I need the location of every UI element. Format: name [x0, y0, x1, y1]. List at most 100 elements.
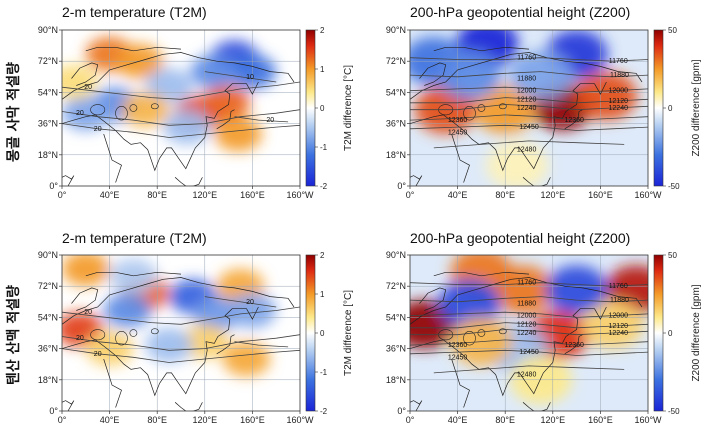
colorbar-tick-label: -50	[668, 182, 680, 191]
contour-label: 11760	[609, 283, 628, 290]
lake-outline	[90, 329, 106, 341]
panel-2: 200-hPa geopotential height (Z200) 11760 1…	[386, 4, 702, 200]
contour-label: 12000	[609, 313, 629, 320]
contour-label: 12450	[519, 124, 539, 131]
colorbar	[653, 254, 664, 412]
anomaly-blob	[214, 116, 262, 152]
coastline	[216, 109, 235, 130]
lake-outline	[115, 330, 128, 346]
coastline	[522, 402, 551, 411]
colorbar-tick-label: 0	[668, 104, 673, 113]
contour-label: 12240	[609, 330, 629, 337]
y-tick-label: 18°N	[38, 150, 58, 160]
contour-line	[62, 334, 300, 351]
coastline	[410, 175, 423, 186]
anomaly-blob	[163, 109, 211, 145]
coastline	[85, 46, 182, 52]
contour-label: 11880	[517, 76, 536, 83]
y-tick-label: 36°N	[38, 344, 58, 354]
contour-label: 12480	[517, 147, 537, 154]
colorbar-label: Z200 difference [gpm]	[691, 284, 702, 381]
contour-label: 12450	[448, 354, 468, 361]
panel-4: 200-hPa geopotential height (Z200) 11760 1…	[386, 230, 702, 425]
contour-label: 12240	[609, 105, 629, 112]
x-tick-label: 120°E	[192, 415, 217, 425]
y-tick-label: 90°N	[386, 25, 406, 35]
contour-label: 11880	[517, 301, 536, 308]
contour-line	[62, 109, 300, 126]
map-frame	[61, 29, 301, 187]
contour-label: 20	[76, 110, 84, 117]
anomaly-blob	[103, 293, 152, 328]
coastline	[522, 177, 551, 186]
y-tick-label: 36°N	[386, 344, 406, 354]
contour-line	[410, 114, 648, 121]
contour-line	[62, 306, 300, 325]
lake-outline	[477, 104, 486, 112]
x-tick-label: 40°E	[100, 190, 120, 200]
contour-label: 12480	[517, 372, 537, 379]
contour-label: 11760	[609, 58, 628, 65]
contour-label: 10	[246, 74, 254, 81]
y-tick-label: 36°N	[386, 119, 406, 129]
lake-outline	[150, 328, 159, 335]
map-field: 20 20 20 20	[62, 255, 300, 411]
contour-label: 12360	[448, 117, 468, 124]
anomaly-blob	[62, 95, 110, 131]
contour-label: 12450	[448, 129, 468, 136]
coastline	[410, 306, 607, 397]
y-tick-label: 72°N	[386, 281, 406, 291]
x-tick-label: 160°W	[634, 415, 662, 425]
coastline	[62, 52, 295, 100]
map-field: 20 20 20 10 20	[62, 30, 300, 186]
coastline	[451, 133, 470, 183]
x-tick-label: 120°E	[192, 190, 217, 200]
contour-label: 12360	[448, 342, 468, 349]
map-frame	[409, 29, 649, 187]
colorbar-label: T2M difference [°C]	[343, 65, 354, 151]
anomaly-blob	[190, 54, 239, 89]
colorbar-tick-label: 50	[668, 251, 677, 260]
coastline	[410, 52, 643, 100]
panel-title: 2-m temperature (T2M)	[62, 4, 207, 20]
contour-line	[410, 104, 648, 111]
anomaly-blob	[438, 50, 501, 100]
contour-label: 12450	[519, 349, 539, 356]
contour-label: 11880	[610, 297, 629, 304]
y-tick-label: 90°N	[38, 250, 58, 260]
lake-outline	[498, 103, 507, 110]
contour-label: 12000	[517, 313, 537, 320]
lake-outline	[129, 329, 138, 337]
contour-label: 12120	[609, 98, 629, 105]
contour-line	[410, 71, 648, 78]
lake-outline	[115, 105, 128, 121]
x-tick-label: 40°E	[448, 415, 468, 425]
colorbar	[305, 254, 316, 412]
coastline	[62, 175, 75, 186]
anomaly-blob	[62, 255, 110, 287]
x-tick-label: 80°E	[495, 415, 515, 425]
x-tick-label: 120°E	[540, 190, 565, 200]
colorbar-tick-label: -2	[320, 182, 328, 191]
lake-outline	[463, 105, 476, 121]
row-label-mongolian-desert-snow: 몽골 사막 적설량	[5, 62, 22, 162]
coastline	[62, 306, 259, 397]
contour-line	[234, 116, 289, 123]
y-tick-label: 0°	[397, 406, 406, 416]
contour-line	[204, 71, 277, 83]
contour-line	[62, 348, 300, 363]
y-tick-label: 0°	[49, 181, 58, 191]
contour-line	[234, 341, 289, 348]
x-tick-label: 0°	[406, 415, 415, 425]
contour-label: 20	[246, 299, 254, 306]
coastline	[103, 358, 122, 408]
contour-label: 11880	[610, 72, 629, 79]
panel-3: 2-m temperature (T2M)2020202090°N72°N54°…	[38, 230, 354, 425]
x-tick-label: 160°E	[588, 415, 613, 425]
anomaly-blob	[509, 50, 572, 100]
contour-label: 20	[94, 351, 102, 358]
x-tick-label: 120°E	[540, 415, 565, 425]
y-tick-label: 18°N	[386, 150, 406, 160]
contour-label: 20	[94, 126, 102, 133]
